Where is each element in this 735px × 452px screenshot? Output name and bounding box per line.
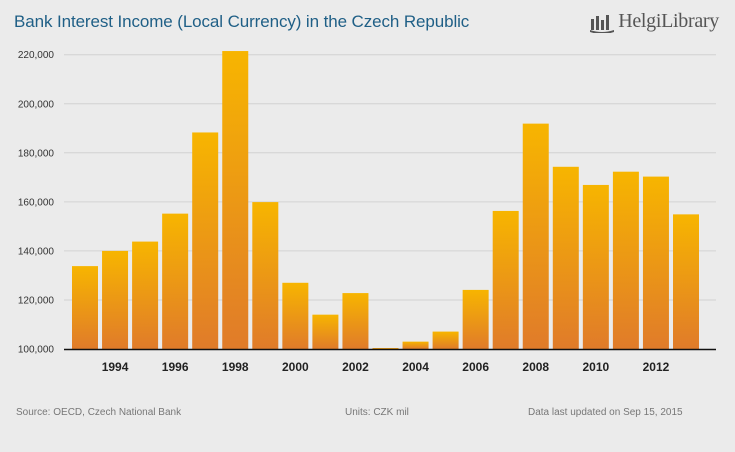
bar-1994	[102, 250, 129, 349]
x-tick-label: 2000	[282, 360, 309, 374]
bar-2001	[312, 314, 339, 349]
x-tick-label: 2012	[643, 360, 670, 374]
chart-title: Bank Interest Income (Local Currency) in…	[14, 12, 470, 31]
x-tick-label: 1996	[162, 360, 189, 374]
logo-brand-text: HelgiLibrary	[618, 10, 719, 32]
units-note: Units: CZK mil	[345, 407, 409, 418]
y-tick-label: 100,000	[18, 345, 55, 356]
x-tick-label: 1998	[222, 360, 249, 374]
bar-1996	[162, 213, 189, 349]
x-tick-label: 2004	[402, 360, 429, 374]
x-tick-label: 1994	[102, 360, 129, 374]
bar-1997	[192, 132, 219, 349]
y-tick-label: 140,000	[18, 246, 55, 257]
bar-1995	[132, 241, 159, 349]
updated-note: Data last updated on Sep 15, 2015	[528, 407, 683, 418]
x-tick-label: 2006	[462, 360, 489, 374]
bars	[72, 51, 699, 350]
y-tick-label: 220,000	[18, 50, 55, 61]
bar-1993	[72, 266, 98, 349]
y-tick-label: 120,000	[18, 295, 55, 306]
bar-2012	[642, 176, 669, 349]
bar-1999	[252, 202, 279, 349]
bar-2000	[282, 282, 309, 349]
bar-2009	[552, 166, 579, 349]
bar-2008	[522, 123, 549, 349]
x-tick-label: 2002	[342, 360, 369, 374]
bar-1998	[222, 51, 249, 350]
x-axis-ticks: 1994 1996 1998 2000 2002 2004 2006 2008 2010 2012	[102, 360, 670, 374]
bar-2003	[372, 348, 399, 349]
y-tick-label: 180,000	[18, 148, 55, 159]
bar-2005	[432, 331, 459, 349]
y-tick-label: 160,000	[18, 197, 55, 208]
bar-2002	[342, 293, 369, 349]
x-tick-label: 2010	[582, 360, 609, 374]
y-tick-label: 200,000	[18, 99, 55, 110]
bar-2013	[673, 214, 699, 349]
bar-2006	[462, 289, 489, 349]
bar-2004	[402, 341, 429, 349]
bar-2011	[612, 171, 639, 349]
y-axis-ticks: 100,000 120,000 140,000 160,000 180,000 200,0…	[18, 50, 55, 355]
x-tick-label: 2008	[522, 360, 549, 374]
helgilibrary-logo[interactable]: HelgiLibrary	[590, 10, 719, 33]
source-note: Source: OECD, Czech National Bank	[16, 407, 182, 418]
bar-2007	[492, 210, 519, 349]
bar-2010	[582, 184, 609, 349]
library-bars-icon	[590, 14, 615, 33]
